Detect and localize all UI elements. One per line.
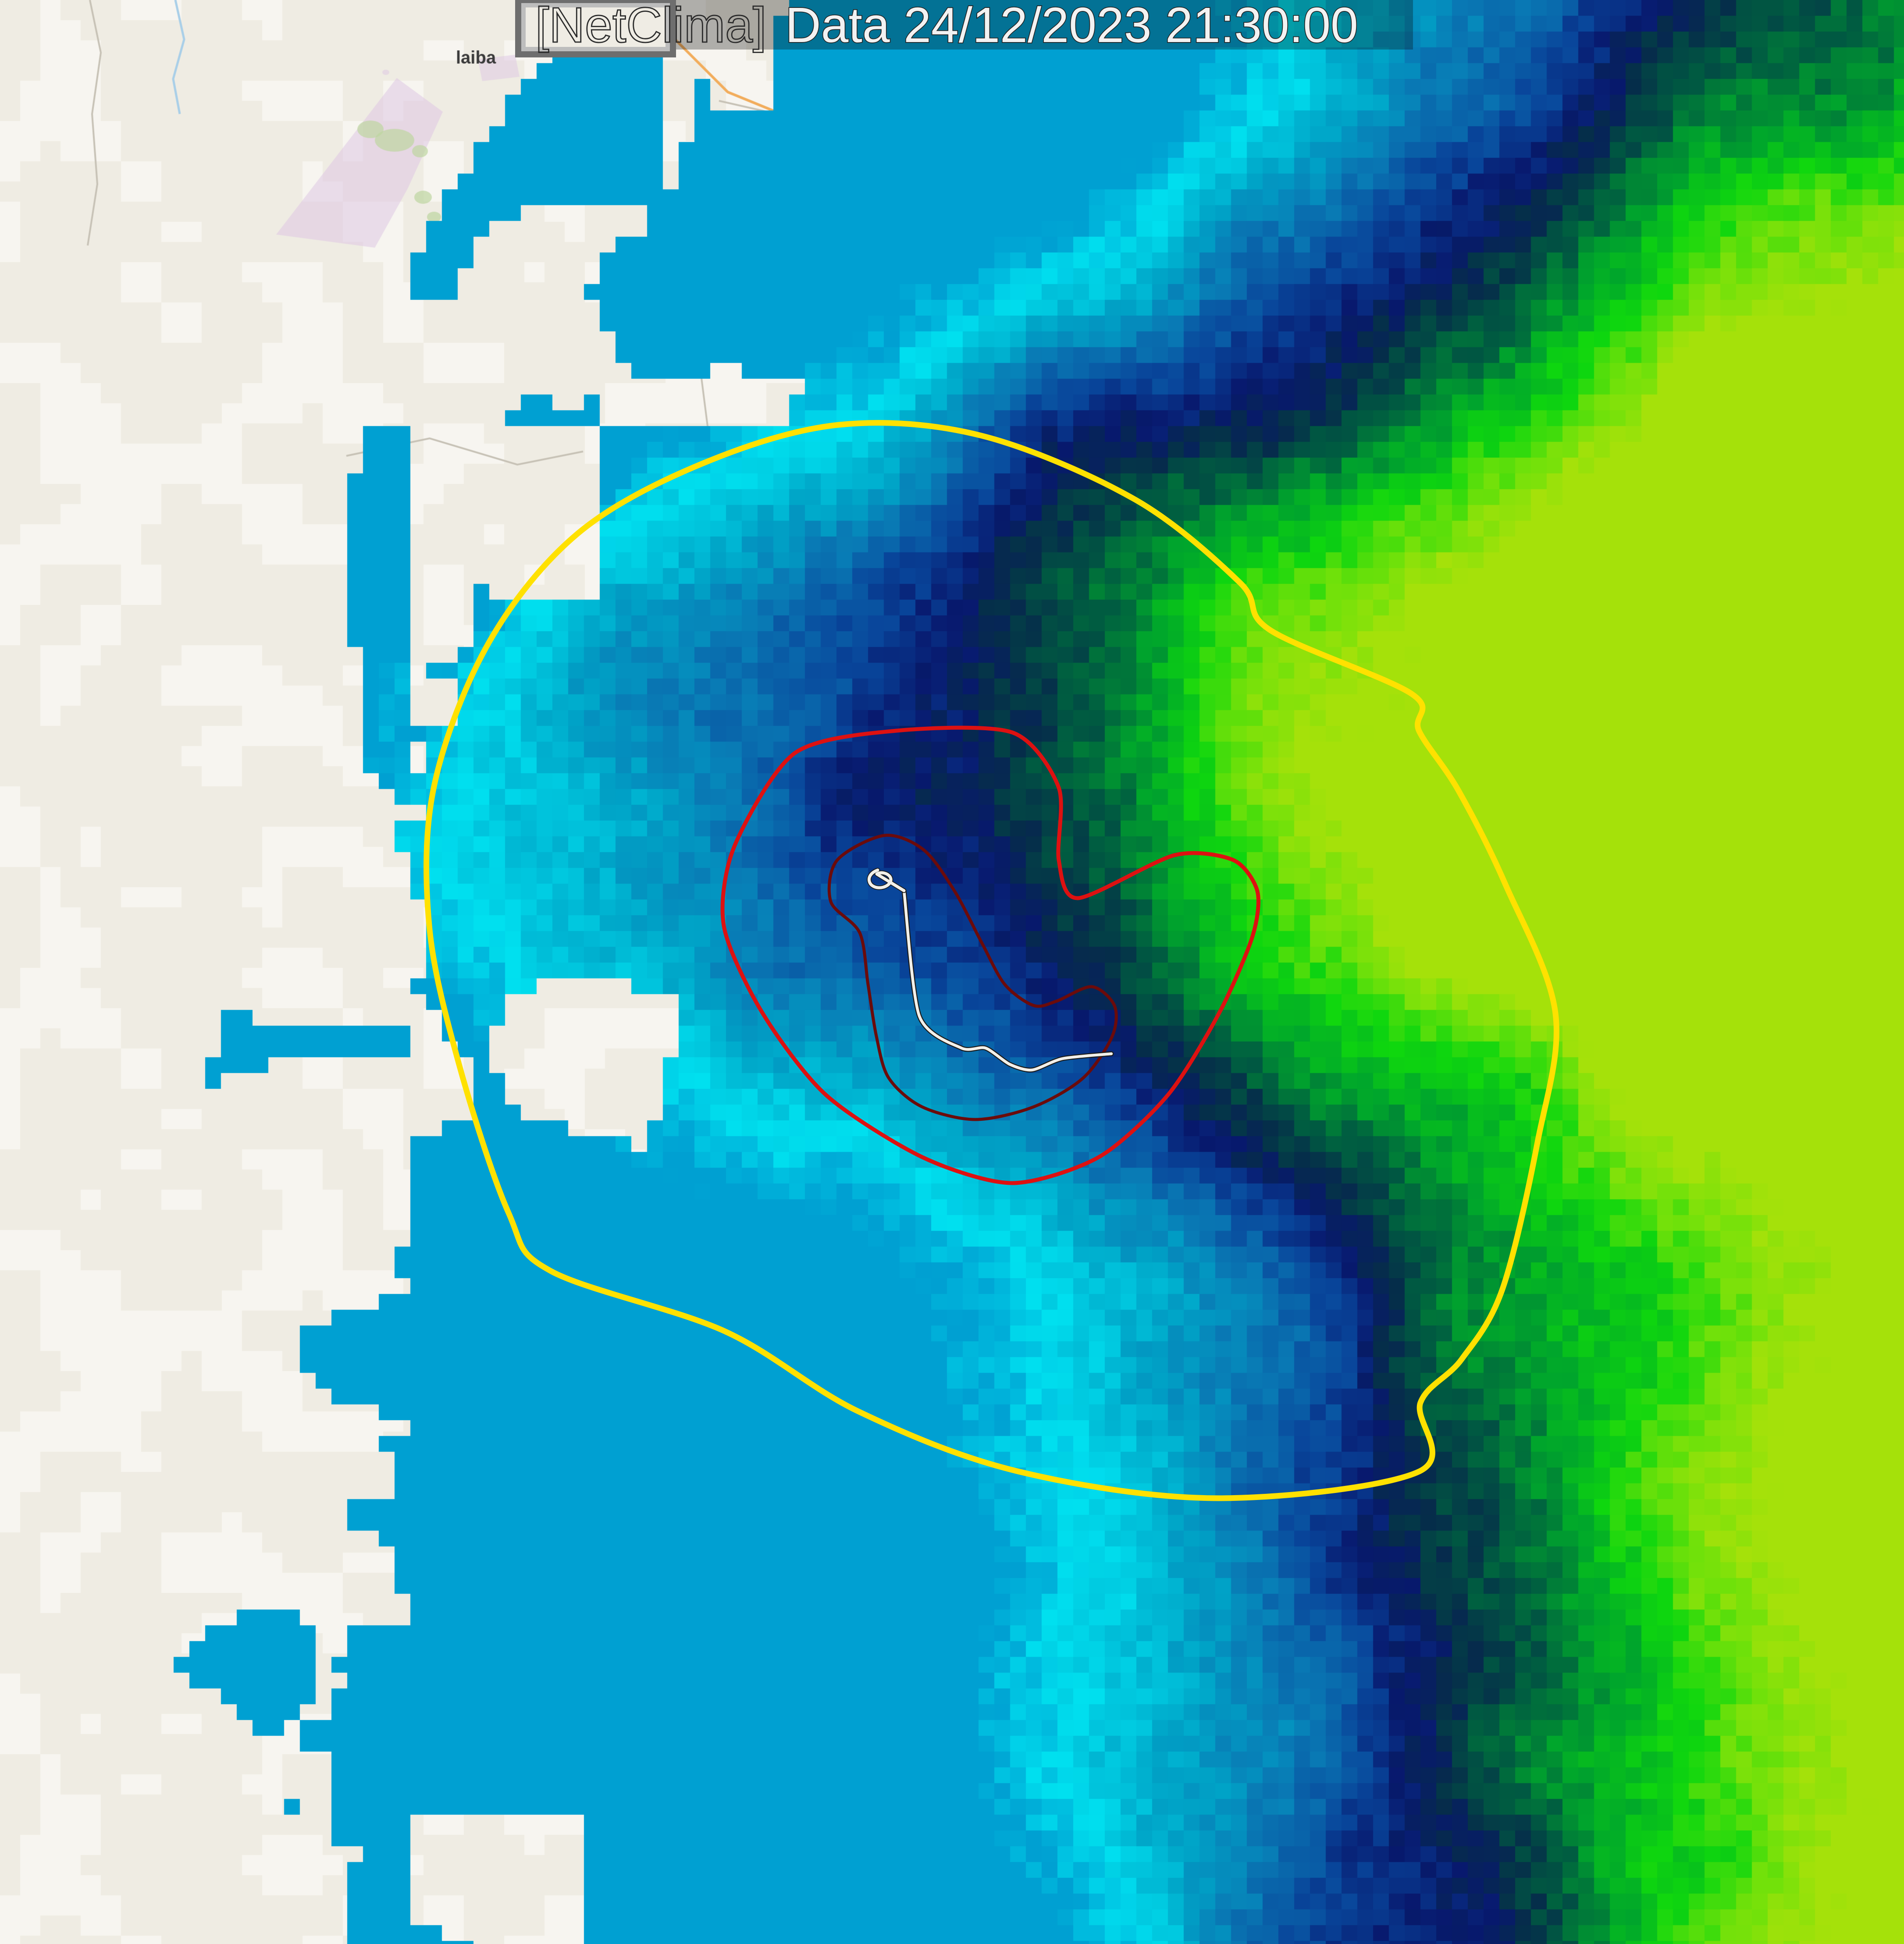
svg-text:[NetClima]: [NetClima] bbox=[535, 0, 766, 53]
svg-text:Data 24/12/2023 21:30:00: Data 24/12/2023 21:30:00 bbox=[785, 0, 1358, 53]
